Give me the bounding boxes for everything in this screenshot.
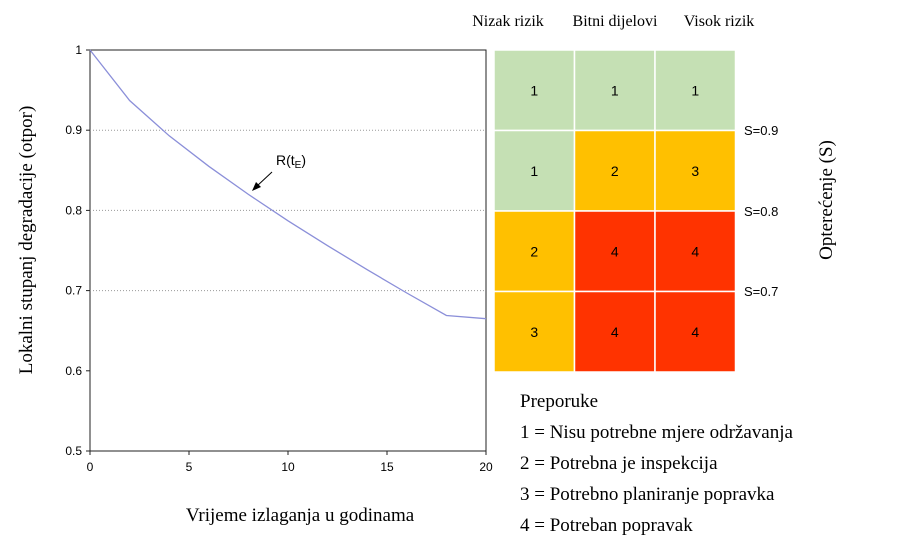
y-tick-label: 1 bbox=[75, 43, 82, 57]
matrix-cell bbox=[654, 210, 737, 293]
y-ticks: 0.5 0.6 0.7 0.8 0.9 1 bbox=[65, 43, 90, 458]
x-tick-label: 10 bbox=[281, 460, 295, 474]
legend-item-2: 2 = Potrebna je inspekcija bbox=[520, 453, 718, 474]
x-tick-label: 20 bbox=[479, 460, 493, 474]
matrix-cell-value: 4 bbox=[611, 243, 619, 259]
matrix-cell bbox=[654, 49, 737, 132]
degradation-chart: 0.5 0.6 0.7 0.8 0.9 1 0 5 10 15 20 R(tE) Vrijeme … bbox=[16, 43, 493, 526]
column-header-important-parts: Bitni dijelovi bbox=[573, 13, 658, 30]
matrix-cell-value: 2 bbox=[611, 163, 619, 179]
x-ticks: 0 5 10 15 20 bbox=[87, 451, 493, 474]
risk-matrix: Nizak rizik Bitni dijelovi Visok rizik 1… bbox=[472, 13, 837, 373]
matrix-cell bbox=[573, 49, 656, 132]
x-tick-label: 15 bbox=[380, 460, 394, 474]
matrix-cell-value: 4 bbox=[611, 324, 619, 340]
annotation-arrow-line bbox=[256, 171, 273, 187]
matrix-cell-value: 4 bbox=[691, 324, 699, 340]
matrix-cell-value: 1 bbox=[611, 82, 619, 98]
matrix-cell-value: 1 bbox=[530, 82, 538, 98]
plot-area bbox=[89, 49, 487, 452]
legend-item-1: 1 = Nisu potrebne mjere održavanja bbox=[520, 422, 793, 443]
matrix-cells: 1 1 1 1 2 3 2 4 4 3 4 4 bbox=[493, 49, 737, 373]
matrix-cell-value: 2 bbox=[530, 243, 538, 259]
matrix-cell bbox=[654, 290, 737, 373]
gridlines bbox=[90, 129, 486, 292]
matrix-cell-value: 3 bbox=[691, 163, 699, 179]
column-header-low-risk: Nizak rizik bbox=[472, 13, 544, 30]
y-tick-label: 0.6 bbox=[65, 364, 82, 378]
threshold-label-0.7: S=0.7 bbox=[744, 284, 778, 299]
y-tick-label: 0.7 bbox=[65, 284, 82, 298]
matrix-cell-value: 1 bbox=[530, 163, 538, 179]
column-header-high-risk: Visok rizik bbox=[684, 13, 755, 30]
matrix-cell bbox=[573, 210, 656, 293]
threshold-label-0.8: S=0.8 bbox=[744, 204, 778, 219]
x-axis-label: Vrijeme izlaganja u godinama bbox=[186, 505, 415, 526]
column-headers: Nizak rizik Bitni dijelovi Visok rizik bbox=[472, 13, 754, 30]
y-tick-label: 0.8 bbox=[65, 203, 82, 217]
matrix-cell bbox=[493, 49, 576, 132]
legend-item-4: 4 = Potreban popravak bbox=[520, 515, 693, 536]
x-tick-label: 5 bbox=[186, 460, 193, 474]
annotation-label: R(tE) bbox=[276, 152, 306, 171]
threshold-labels: S=0.9 S=0.8 S=0.7 bbox=[744, 123, 778, 299]
annotation: R(tE) bbox=[252, 152, 306, 191]
legend-item-3: 3 = Potrebno planiranje popravka bbox=[520, 484, 775, 505]
y-tick-label: 0.5 bbox=[65, 444, 82, 458]
legend-title: Preporuke bbox=[520, 391, 598, 412]
x-tick-label: 0 bbox=[87, 460, 94, 474]
series-line bbox=[89, 49, 487, 320]
matrix-cell bbox=[573, 290, 656, 373]
y-tick-label: 0.9 bbox=[65, 123, 82, 137]
matrix-cell-value: 4 bbox=[691, 243, 699, 259]
matrix-cell-value: 1 bbox=[691, 82, 699, 98]
matrix-cell bbox=[573, 129, 656, 212]
recommendations-legend: Preporuke 1 = Nisu potrebne mjere održav… bbox=[520, 391, 793, 536]
annotation-arrowhead bbox=[252, 182, 261, 191]
load-axis-label: Opterećenje (S) bbox=[816, 140, 837, 260]
threshold-label-0.9: S=0.9 bbox=[744, 123, 778, 138]
matrix-cell-value: 3 bbox=[530, 324, 538, 340]
y-axis-label: Lokalni stupanj degradacije (otpor) bbox=[16, 106, 37, 375]
matrix-cell bbox=[493, 129, 576, 212]
matrix-cell bbox=[493, 210, 576, 293]
matrix-cell bbox=[493, 290, 576, 373]
